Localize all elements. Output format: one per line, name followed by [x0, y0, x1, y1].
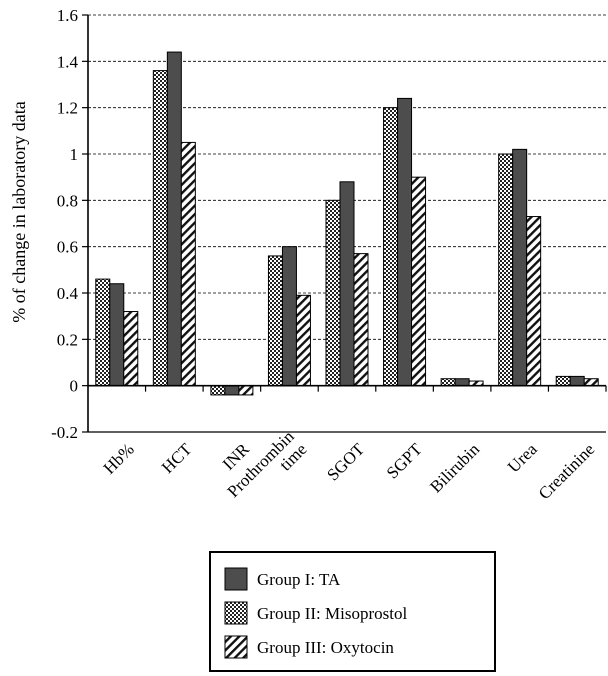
bar-solid-dark-4 — [281, 246, 297, 387]
bar-solid-dark-5 — [339, 181, 355, 387]
bar-diagonal-hatch-1 — [123, 311, 139, 387]
bars — [95, 51, 599, 396]
bar-diagonal-hatch-6 — [411, 176, 427, 387]
bar-diagonal-hatch-2 — [180, 141, 196, 387]
y-tick-labels: -0.2 0 0.2 0.4 0.6 0.8 1 1.2 1.4 1.6 — [51, 6, 78, 442]
y-tick-label: 1 — [70, 145, 79, 164]
bar-dotted-5 — [325, 199, 341, 387]
bar-dotted-9 — [555, 375, 571, 387]
x-category-label-line: Hb% — [100, 440, 138, 478]
bar-dotted-4 — [267, 255, 283, 387]
legend-label: Group II: Misoprostol — [257, 604, 407, 623]
x-category-label: HCT — [158, 439, 196, 477]
x-category-label: SGOT — [323, 439, 368, 484]
bar-dotted-7 — [440, 378, 456, 387]
legend-swatch-diagonal-hatch — [224, 635, 248, 659]
bar-diagonal-hatch-4 — [295, 294, 311, 387]
legend-swatch-solid-dark — [224, 567, 248, 591]
y-axis-label: % of change in laboratory data — [9, 101, 29, 322]
x-category-label: Creatinine — [535, 440, 599, 504]
legend-swatch-dotted — [224, 601, 248, 625]
bar-solid-dark-6 — [397, 97, 413, 387]
legend-label: Group III: Oxytocin — [257, 638, 394, 657]
bar-dotted-1 — [95, 278, 111, 387]
bar-solid-dark-7 — [454, 378, 470, 387]
bar-dotted-2 — [152, 70, 168, 387]
bar-diagonal-hatch-8 — [526, 216, 542, 387]
x-category-label: Bilirubin — [426, 439, 483, 496]
bar-dotted-3 — [210, 385, 226, 396]
y-tick-label: 0.8 — [57, 191, 78, 210]
legend-label: Group I: TA — [257, 570, 341, 589]
bar-solid-dark-1 — [109, 283, 125, 387]
bar-dotted-8 — [498, 153, 514, 387]
y-tick-label: 0 — [70, 377, 79, 396]
bar-dotted-6 — [383, 107, 399, 387]
x-category-label-line: SGPT — [383, 439, 426, 482]
x-category-label-line: Bilirubin — [426, 439, 483, 496]
y-tick-label: -0.2 — [51, 423, 78, 442]
bar-solid-dark-8 — [512, 148, 528, 387]
x-category-label: Urea — [504, 439, 541, 476]
x-category-label: Hb% — [100, 440, 138, 478]
x-category-label-line: Urea — [504, 439, 541, 476]
bar-diagonal-hatch-5 — [353, 253, 369, 387]
bar-diagonal-hatch-9 — [583, 378, 599, 387]
legend: Group I: TA Group II: Misoprostol Group II… — [209, 551, 496, 672]
bar-solid-dark-3 — [224, 385, 240, 396]
x-category-label-line: SGOT — [323, 439, 368, 484]
x-category-label: SGPT — [383, 439, 426, 482]
x-category-label-line: HCT — [158, 439, 196, 477]
bar-solid-dark-9 — [569, 375, 585, 387]
bar-diagonal-hatch-3 — [238, 385, 254, 396]
axes — [82, 14, 607, 433]
y-tick-label: 1.4 — [57, 52, 79, 71]
legend-box — [209, 551, 496, 672]
bar-solid-dark-2 — [166, 51, 182, 387]
y-tick-label: 0.4 — [57, 284, 79, 303]
y-tick-label: 1.6 — [57, 6, 78, 25]
y-tick-label: 0.2 — [57, 330, 78, 349]
y-tick-label: 0.6 — [57, 238, 78, 257]
y-tick-label: 1.2 — [57, 99, 78, 118]
x-category-label-line: Creatinine — [535, 440, 599, 504]
